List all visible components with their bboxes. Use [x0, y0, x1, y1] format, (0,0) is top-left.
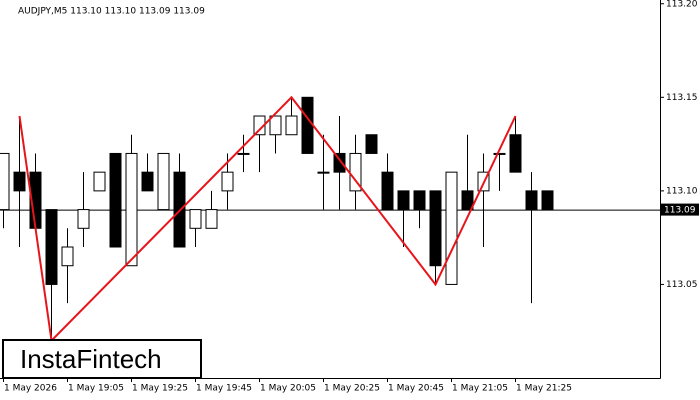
candle-body	[317, 171, 330, 174]
candle-body	[397, 190, 410, 211]
candle-body	[509, 134, 522, 173]
candle-body	[301, 96, 314, 154]
candle-body	[493, 152, 506, 155]
candle-body	[157, 152, 170, 211]
x-tick-label: 1 May 19:05	[68, 384, 124, 394]
y-tick-label: 113.15	[666, 93, 698, 103]
x-tick-label: 1 May 21:05	[452, 384, 508, 394]
candle-body	[269, 115, 282, 136]
candle-body	[13, 171, 26, 192]
x-tick-label: 1 May 2026	[4, 384, 57, 394]
y-tick-label: 113.20	[666, 0, 698, 9]
last-price-label: 113.09	[664, 206, 696, 216]
y-tick-label: 113.10	[666, 186, 698, 196]
candle-body	[445, 171, 458, 285]
candle-body	[0, 152, 10, 211]
x-tick-label: 1 May 20:05	[260, 384, 316, 394]
y-tick-label: 113.05	[666, 280, 698, 290]
x-tick-label: 1 May 21:25	[516, 384, 572, 394]
candle-body	[93, 171, 106, 192]
candle-body	[429, 190, 442, 267]
candle-body	[221, 171, 234, 192]
candle-body	[77, 209, 90, 229]
candle-body	[205, 209, 218, 229]
candle-body	[141, 171, 154, 192]
candle-body	[365, 134, 378, 154]
x-tick-label: 1 May 19:45	[196, 384, 252, 394]
candle-body	[109, 152, 122, 248]
pattern-line	[18, 95, 517, 343]
candle-body	[413, 190, 426, 211]
candle-body	[333, 152, 346, 173]
candle-body	[285, 115, 298, 136]
x-tick-label: 1 May 20:25	[324, 384, 380, 394]
logo-box	[2, 339, 202, 379]
logo: InstaFintech	[20, 344, 162, 374]
candle-body	[45, 209, 58, 285]
candle-body	[525, 190, 538, 211]
candle-body	[541, 190, 554, 211]
x-tick-label: 1 May 20:45	[388, 384, 444, 394]
chart-title: AUDJPY,M5 113.10 113.10 113.09 113.09	[18, 7, 205, 17]
candle-body	[381, 171, 394, 211]
candle-body	[61, 246, 74, 267]
candle-body	[189, 209, 202, 229]
candle-body	[125, 152, 138, 267]
last-price-box	[661, 203, 699, 216]
candle-body	[237, 152, 250, 155]
candle-body	[461, 190, 474, 211]
x-tick-label: 1 May 19:25	[132, 384, 188, 394]
